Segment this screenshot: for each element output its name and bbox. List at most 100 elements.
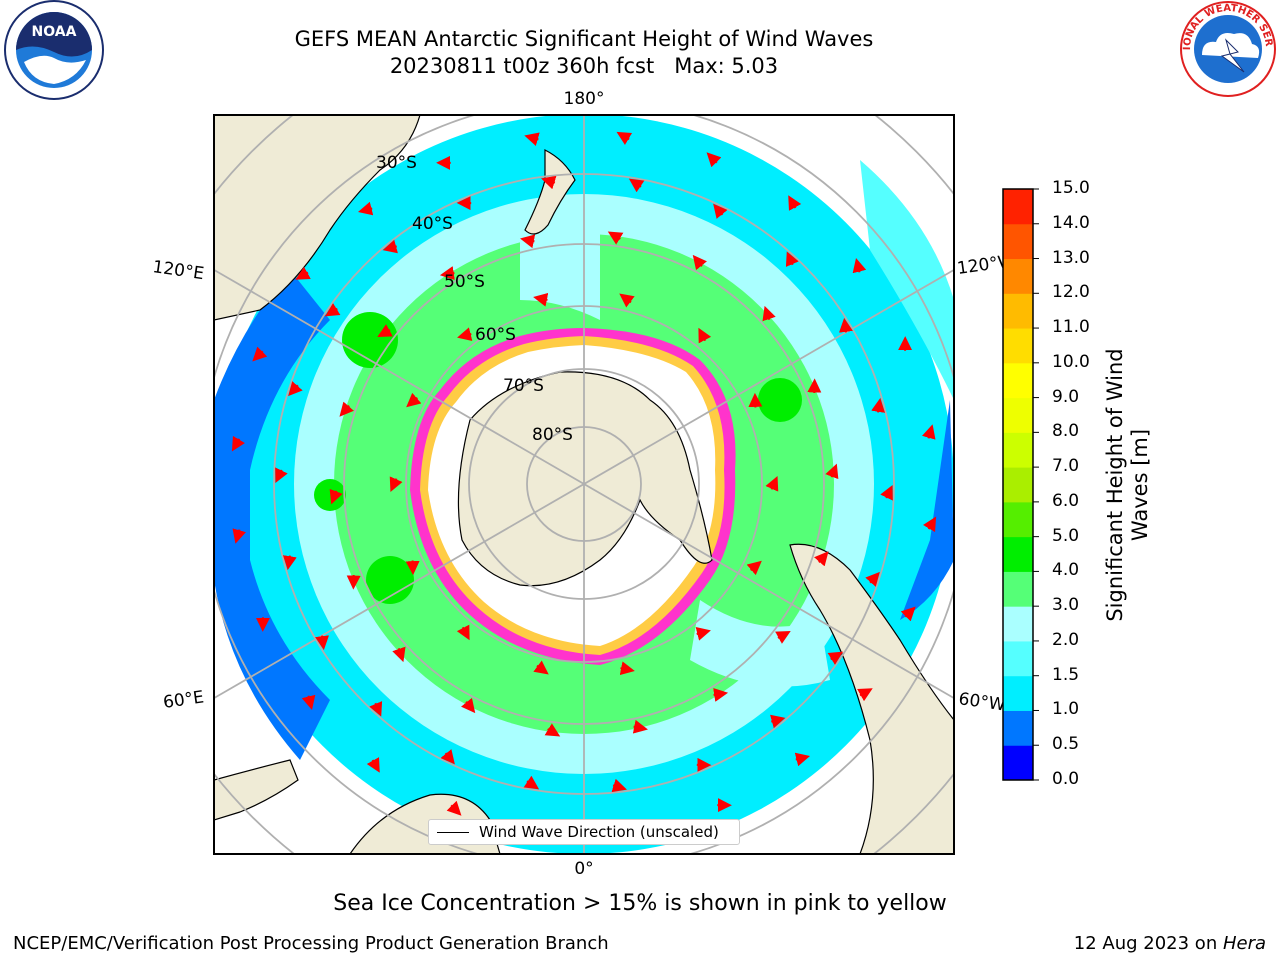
lon-label-120e: 120°E	[151, 257, 205, 284]
wind-wave-arrow	[746, 560, 762, 576]
wind-wave-arrow	[357, 201, 374, 216]
wind-wave-arrow	[275, 467, 288, 484]
wind-wave-arrow	[632, 719, 648, 734]
lon-label-180: 180°	[564, 89, 605, 109]
wind-wave-arrow	[523, 775, 540, 790]
legend-line-swatch	[437, 832, 469, 833]
wind-wave-arrow	[865, 571, 880, 587]
legend-label: Wind Wave Direction (unscaled)	[479, 823, 719, 841]
wind-wave-arrow	[713, 687, 729, 702]
colorbar-swatch	[1003, 536, 1033, 572]
lon-label-60w: 60°W	[957, 689, 1006, 715]
wind-wave-arrow	[692, 254, 707, 271]
colorbar-tick-label: 12.0	[1052, 282, 1090, 303]
colorbar-tick-label: 3.0	[1052, 595, 1080, 616]
wind-wave-arrow	[794, 752, 811, 767]
colorbar-swatch	[1003, 189, 1033, 225]
sea-ice-note: Sea Ice Concentration > 15% is shown in …	[333, 891, 947, 916]
noaa-logo-icon: NOAA	[4, 0, 104, 100]
wind-wave-arrow	[611, 778, 627, 793]
wind-wave-arrow	[775, 630, 791, 644]
colorbar-swatch	[1003, 606, 1033, 642]
lat-label-50s: 50°S	[444, 272, 485, 292]
colorbar-tick-label: 8.0	[1052, 421, 1080, 442]
wind-wave-arrow	[456, 624, 470, 641]
colorbar-swatch	[1003, 397, 1033, 433]
wind-wave-arrow	[324, 303, 341, 317]
colorbar-tick-label: 1.0	[1052, 699, 1080, 720]
chart-subtitle: 20230811 t00z 360h fcst Max: 5.03	[389, 54, 779, 78]
run-host: Hera	[1222, 933, 1266, 954]
colorbar-label: Significant Height of Wind Waves [m]	[1103, 348, 1152, 622]
wind-wave-arrow	[329, 488, 343, 505]
wind-wave-arrow	[838, 317, 853, 333]
wind-wave-arrow	[857, 688, 873, 702]
colorbar-tick-label: 11.0	[1052, 317, 1090, 338]
lon-label-0: 0°	[574, 859, 593, 879]
wind-wave-arrow	[282, 555, 297, 571]
producer-credit: NCEP/EMC/Verification Post Processing Pr…	[13, 933, 609, 954]
madagascar-landmass	[214, 759, 299, 821]
wind-wave-arrow	[788, 195, 802, 211]
wind-wave-arrow	[457, 327, 473, 341]
wind-wave-arrow	[520, 234, 536, 249]
noaa-logo-text: NOAA	[32, 24, 77, 40]
wind-wave-arrow	[827, 651, 844, 665]
wind-wave-arrows	[231, 131, 937, 837]
colorbar-tick-label: 5.0	[1052, 525, 1080, 546]
wind-wave-arrow	[713, 203, 728, 219]
wind-wave-arrow	[389, 476, 403, 492]
colorbar-swatch	[1003, 571, 1033, 607]
wind-wave-arrow	[922, 424, 936, 440]
lat-label-70s: 70°S	[503, 376, 544, 396]
lat-label-40s: 40°S	[412, 214, 453, 234]
colorbar-tick-label: 4.0	[1052, 560, 1080, 581]
colorbar-swatch	[1003, 362, 1033, 399]
wind-wave-arrow	[382, 239, 398, 254]
colorbar-tick-label: 0.5	[1052, 734, 1080, 755]
wind-wave-arrow	[392, 646, 406, 663]
wind-wave-arrow	[446, 800, 462, 816]
wind-wave-arrow	[616, 131, 633, 146]
colorbar-swatch	[1003, 223, 1033, 260]
wind-wave-arrow	[533, 292, 549, 307]
map-frame	[213, 114, 955, 855]
wind-wave-arrow	[619, 661, 635, 676]
colorbar-tick-label: 10.0	[1052, 351, 1090, 372]
wind-wave-arrow	[628, 178, 645, 193]
wind-wave-arrow	[544, 723, 561, 737]
wind-wave-arrow	[785, 251, 799, 267]
wind-wave-arrow	[231, 435, 246, 452]
wind-wave-arrow	[770, 714, 786, 729]
wind-wave-arrow	[288, 381, 303, 397]
lat-label-30s: 30°S	[376, 153, 417, 173]
wind-wave-arrow	[922, 516, 937, 533]
colorbar-swatch	[1003, 675, 1033, 711]
lon-label-60e: 60°E	[162, 687, 205, 712]
colorbar-tick-label: 2.0	[1052, 629, 1080, 650]
colorbar-swatch	[1003, 640, 1033, 677]
wind-wave-arrow	[315, 635, 330, 651]
colorbar-swatch	[1003, 501, 1033, 538]
wind-wave-arrow	[533, 660, 549, 675]
colorbar-tick-label: 0.0	[1052, 769, 1080, 789]
wind-wave-arrow	[871, 397, 886, 413]
colorbar-swatch	[1003, 467, 1033, 503]
colorbar-tick-label: 9.0	[1052, 386, 1080, 407]
colorbar-tick-label: 14.0	[1052, 212, 1090, 233]
colorbar-tick-label: 1.5	[1052, 664, 1080, 685]
nws-logo-icon: NATIONAL WEATHER SERVICE	[1178, 0, 1276, 97]
wind-wave-arrow	[366, 757, 380, 773]
wind-wave-arrow	[762, 305, 776, 322]
colorbar-swatch	[1003, 293, 1033, 329]
wind-wave-arrow	[440, 749, 455, 765]
lat-label-60s: 60°S	[475, 325, 516, 345]
run-date: 12 Aug 2023 on Hera	[1074, 933, 1266, 954]
colorbar-tick-label: 15.0	[1052, 178, 1090, 198]
graticule	[214, 115, 954, 854]
wind-wave-arrow	[765, 476, 779, 492]
colorbar-tick-label: 7.0	[1052, 456, 1080, 477]
colorbar-tick-label: 6.0	[1052, 490, 1080, 511]
colorbar-swatch	[1003, 258, 1033, 294]
